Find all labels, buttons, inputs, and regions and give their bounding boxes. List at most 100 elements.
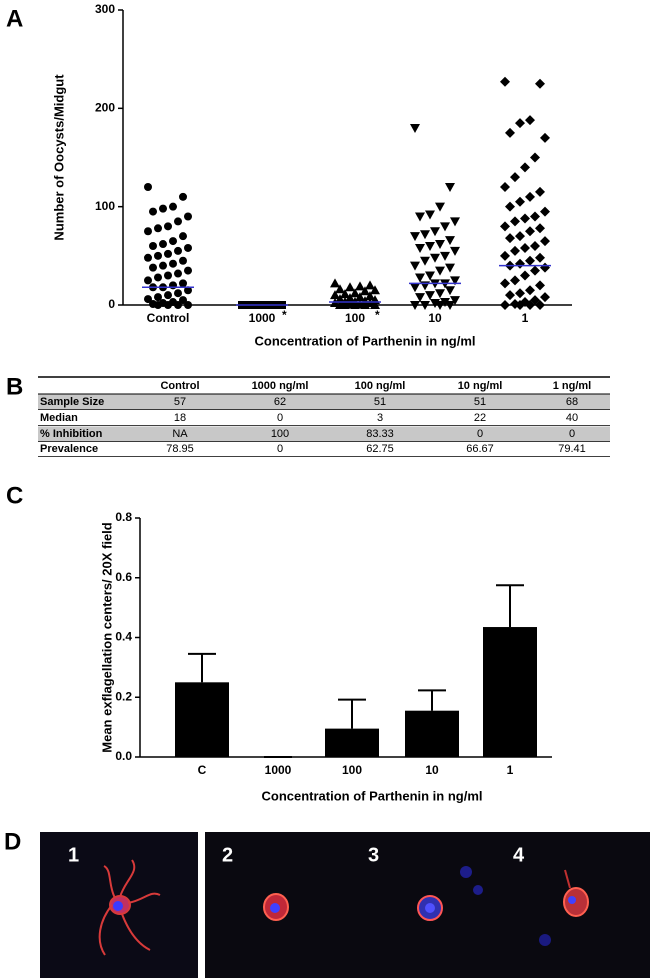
x-tick-label: Control (147, 311, 190, 325)
y-tick-label: 0.6 (115, 570, 132, 584)
table-cell: 100 (271, 428, 289, 440)
data-point (525, 255, 535, 266)
data-point (410, 232, 420, 242)
table-cell: 57 (174, 396, 186, 408)
data-point (184, 301, 192, 309)
table-row-label: Median (40, 412, 78, 424)
x-tick-label: 1000 (249, 311, 276, 325)
data-point (440, 222, 450, 232)
data-point (525, 285, 535, 296)
data-point (410, 301, 420, 310)
data-point (530, 152, 540, 163)
data-point (540, 292, 550, 303)
data-point (144, 227, 152, 236)
data-point (450, 276, 460, 286)
data-point (415, 243, 425, 253)
table-cell: NA (172, 428, 188, 440)
data-point (520, 162, 530, 173)
data-point (425, 242, 435, 251)
data-point (330, 278, 340, 288)
data-point (415, 273, 425, 283)
data-point (154, 301, 162, 309)
panel-label: A (6, 5, 23, 32)
data-point (149, 242, 157, 250)
data-point (410, 283, 420, 293)
data-point (515, 231, 525, 242)
data-point (164, 291, 172, 300)
table-row-label: Prevalence (40, 443, 98, 455)
data-point (500, 300, 510, 310)
data-point (425, 291, 435, 301)
data-point (445, 263, 455, 273)
data-point (435, 266, 445, 276)
panel-label: D (4, 828, 21, 855)
table-header: Control (160, 380, 199, 392)
data-point (535, 186, 545, 197)
bar (483, 627, 537, 757)
table-cell: 62 (274, 396, 286, 408)
data-point (450, 217, 460, 227)
data-point (515, 118, 525, 129)
table-header: 100 ng/ml (355, 380, 406, 392)
table-cell: 0 (277, 443, 283, 455)
panel-label: C (6, 482, 23, 509)
data-point (410, 261, 420, 271)
data-point (445, 183, 455, 192)
data-point (435, 289, 445, 299)
data-point (510, 216, 520, 227)
x-tick-label: 1 (507, 763, 514, 777)
data-point (450, 296, 460, 306)
data-point (144, 295, 152, 304)
data-point (520, 270, 530, 281)
data-point (144, 183, 152, 191)
data-point (500, 250, 510, 261)
x-tick-label: 10 (425, 763, 439, 777)
data-point (184, 212, 192, 221)
data-point (370, 285, 380, 295)
data-point (505, 290, 515, 301)
data-point (530, 241, 540, 251)
data-point (425, 271, 435, 281)
table-cell: 51 (474, 396, 486, 408)
data-point (525, 226, 535, 237)
data-point (179, 279, 187, 288)
table-header: 10 ng/ml (458, 380, 503, 392)
data-point (515, 288, 525, 299)
table-cell: 83.33 (366, 428, 394, 440)
micrograph-label: 1 (68, 844, 79, 866)
table-cell: 79.41 (558, 443, 586, 455)
bar (175, 682, 229, 757)
data-point (515, 258, 525, 269)
panel-label: B (6, 373, 23, 400)
data-point (430, 227, 440, 237)
data-point (330, 290, 340, 300)
data-point (360, 300, 370, 309)
x-tick-label: C (198, 763, 207, 777)
data-point (179, 296, 187, 305)
x-tick-label: 100 (345, 311, 365, 325)
data-point (515, 300, 525, 310)
data-point (184, 266, 192, 275)
x-axis-label: Concentration of Parthenin in ng/ml (262, 788, 483, 803)
data-point (149, 207, 157, 216)
data-point (520, 242, 530, 253)
y-tick-label: 0.8 (115, 510, 132, 524)
data-point (154, 251, 162, 260)
x-tick-label: 1000 (265, 763, 292, 777)
data-point (164, 249, 172, 258)
data-point (365, 291, 375, 301)
data-point (445, 286, 455, 296)
data-point (164, 271, 172, 280)
table-cell: 66.67 (466, 443, 494, 455)
data-point (174, 301, 182, 309)
table-cell: 62.75 (366, 443, 394, 455)
data-point (540, 132, 550, 143)
data-point (510, 245, 520, 256)
y-tick-label: 0 (108, 297, 115, 311)
cell-3 (417, 866, 551, 946)
data-point (415, 212, 425, 222)
table-cell: 0 (477, 428, 483, 440)
data-point (540, 262, 550, 273)
y-tick-label: 0.0 (115, 749, 132, 763)
